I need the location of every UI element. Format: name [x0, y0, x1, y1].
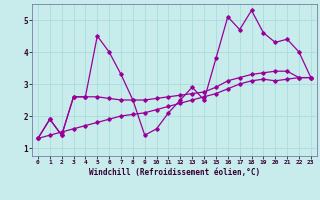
X-axis label: Windchill (Refroidissement éolien,°C): Windchill (Refroidissement éolien,°C) — [89, 168, 260, 177]
